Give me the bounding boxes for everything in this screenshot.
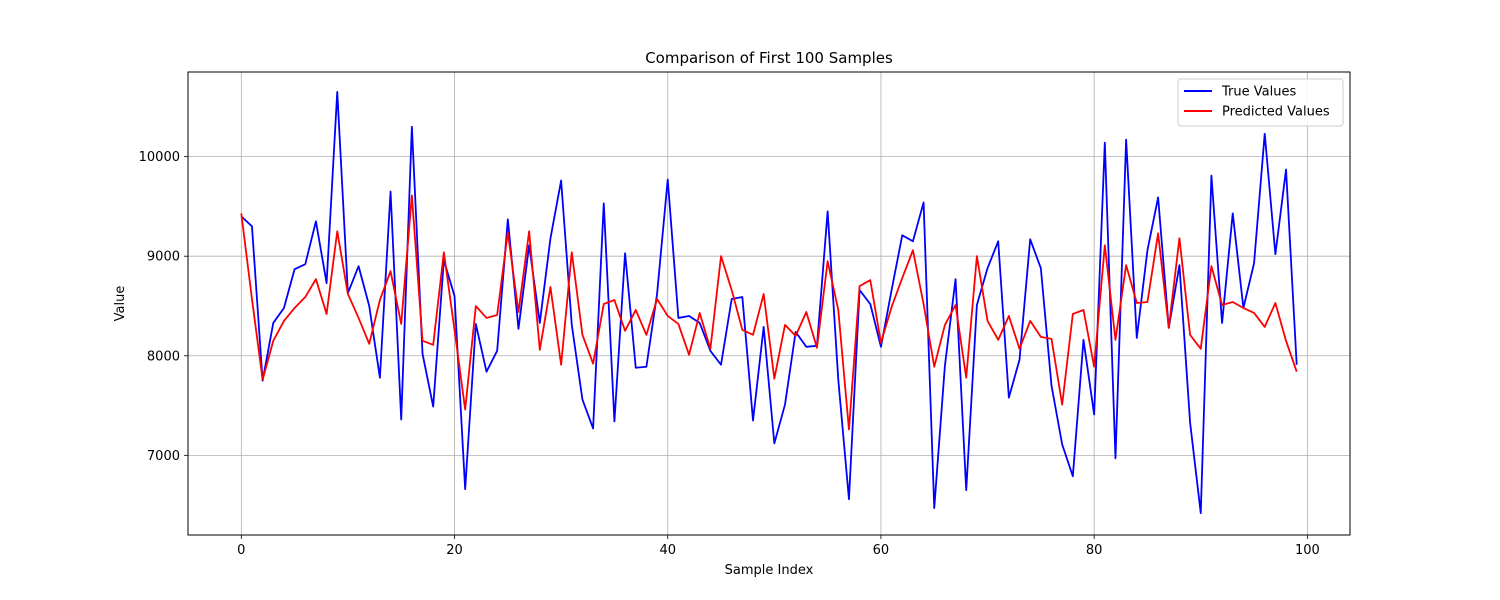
chart-title: Comparison of First 100 Samples <box>645 49 893 67</box>
legend: True Values Predicted Values <box>1177 78 1344 127</box>
x-tick-label: 20 <box>446 543 463 558</box>
series-line-predicted-values <box>240 194 1298 431</box>
series-lines <box>240 91 1298 514</box>
x-axis-title: Sample Index <box>725 563 814 578</box>
axis-ticks: 0 20 40 60 80 100 7000 8000 9000 10000 <box>139 150 1320 558</box>
x-tick-label: 40 <box>659 543 676 558</box>
plot-frame <box>187 71 1351 536</box>
x-tick-label: 0 <box>237 543 245 558</box>
y-tick-label: 10000 <box>139 150 180 165</box>
legend-label-predicted-values: Predicted Values <box>1222 105 1330 120</box>
x-tick-label: 80 <box>1086 543 1103 558</box>
y-tick-label: 7000 <box>147 449 180 464</box>
x-tick-label: 60 <box>873 543 890 558</box>
y-tick-label: 9000 <box>147 250 180 265</box>
legend-box <box>1177 78 1344 127</box>
y-axis-title: Value <box>113 286 128 322</box>
x-tick-label: 100 <box>1295 543 1320 558</box>
legend-label-true-values: True Values <box>1221 85 1296 100</box>
y-tick-label: 8000 <box>147 349 180 364</box>
